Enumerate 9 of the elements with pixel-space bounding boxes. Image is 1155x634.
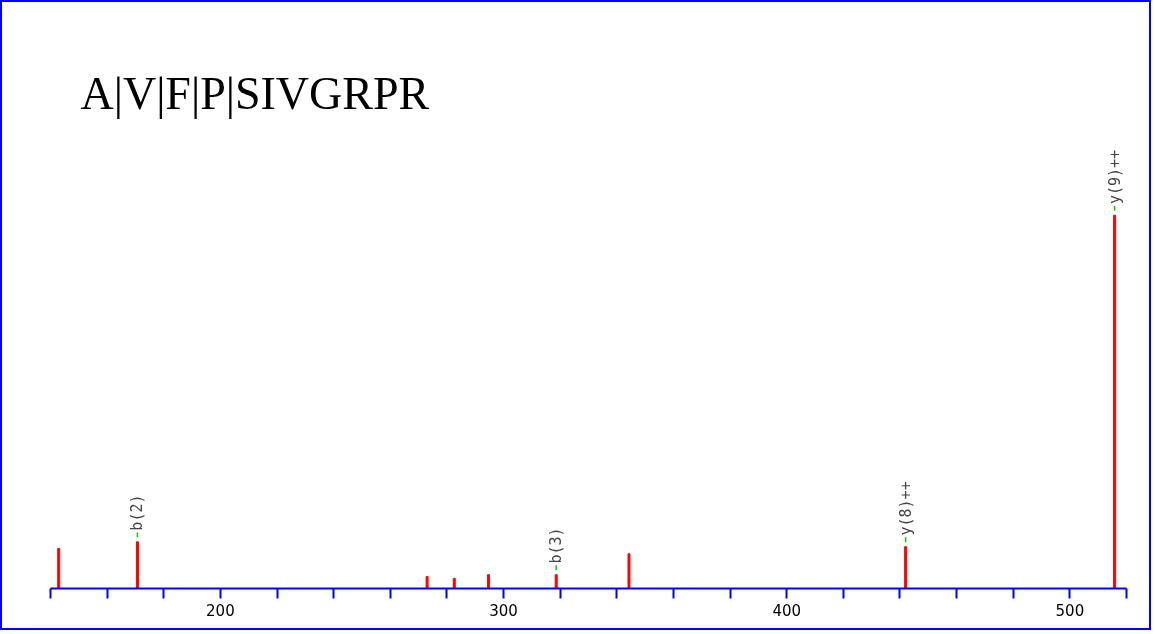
- annotation: b(2): [128, 494, 147, 531]
- x-tick-label: 500: [1055, 601, 1085, 620]
- chart-title: A|V|F|P|SIVGRPR: [80, 67, 430, 119]
- annotation: y(8)++: [896, 481, 915, 536]
- x-tick-label: 300: [489, 601, 518, 620]
- annotation: b(3): [547, 527, 566, 564]
- x-tick-label: 400: [772, 601, 802, 620]
- annotation: y(9)++: [1105, 149, 1124, 205]
- x-tick-label: 200: [206, 601, 235, 620]
